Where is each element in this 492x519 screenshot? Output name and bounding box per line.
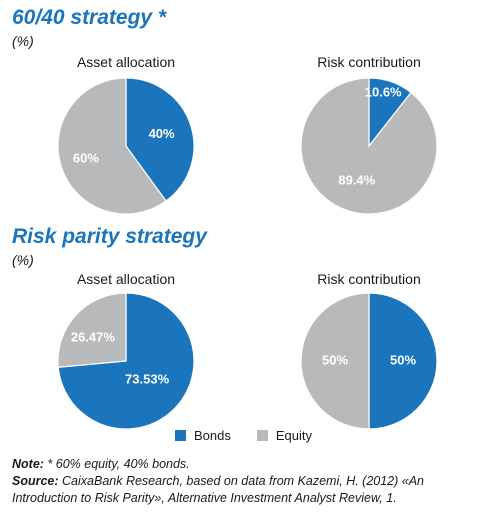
section-unit-risk-parity: (%)	[12, 252, 34, 268]
pie-label-bonds: 10.6%	[365, 85, 402, 100]
chart-title-rp-risk: Risk contribution	[317, 271, 421, 287]
pie-label-equity: 50%	[322, 352, 348, 367]
pie-slice-equity	[300, 77, 438, 215]
pie-label-bonds: 50%	[390, 352, 416, 367]
note-line: Note: * 60% equity, 40% bonds.	[12, 456, 482, 473]
legend: Bonds Equity	[175, 428, 338, 443]
pie-label-equity: 26.47%	[71, 330, 116, 345]
chart-title-rp-allocation: Asset allocation	[76, 271, 176, 287]
legend-swatch-equity	[256, 430, 268, 441]
pie-chart-6040-allocation: 40% 60%	[57, 77, 195, 215]
source-text: CaixaBank Research, based on data from K…	[12, 474, 425, 505]
source-label: Source:	[12, 474, 59, 488]
pie-label-equity: 89.4%	[338, 173, 375, 188]
pie-slice-bonds	[368, 292, 438, 430]
section-title-risk-parity: Risk parity strategy	[12, 225, 207, 248]
pie-label-bonds: 73.53%	[125, 372, 170, 387]
pie-slice-bonds	[125, 77, 195, 202]
pie-chart-rp-risk: 50% 50%	[300, 292, 438, 430]
chart-title-6040-risk: Risk contribution	[317, 54, 421, 70]
legend-item-bonds: Bonds	[175, 428, 231, 443]
pie-label-equity: 60%	[73, 150, 99, 165]
pie-label-bonds: 40%	[149, 126, 175, 141]
section-unit-60-40: (%)	[12, 33, 34, 49]
legend-label-bonds: Bonds	[194, 428, 231, 443]
legend-label-equity: Equity	[275, 428, 313, 443]
note-label: Note:	[12, 457, 44, 471]
notes: Note: * 60% equity, 40% bonds. Source: C…	[12, 456, 482, 507]
note-text: * 60% equity, 40% bonds.	[43, 457, 190, 471]
chart-title-6040-allocation: Asset allocation	[76, 54, 176, 70]
pie-slice-equity	[57, 292, 127, 368]
legend-swatch-bonds	[175, 430, 186, 441]
pie-slice-equity	[300, 292, 370, 430]
section-title-60-40: 60/40 strategy *	[12, 6, 167, 29]
pie-chart-rp-allocation: 73.53% 26.47%	[57, 292, 195, 430]
legend-item-equity: Equity	[256, 428, 313, 443]
pie-chart-6040-risk: 10.6% 89.4%	[300, 77, 438, 215]
pie-slice-equity	[57, 77, 167, 215]
source-line: Source: CaixaBank Research, based on dat…	[12, 473, 482, 507]
